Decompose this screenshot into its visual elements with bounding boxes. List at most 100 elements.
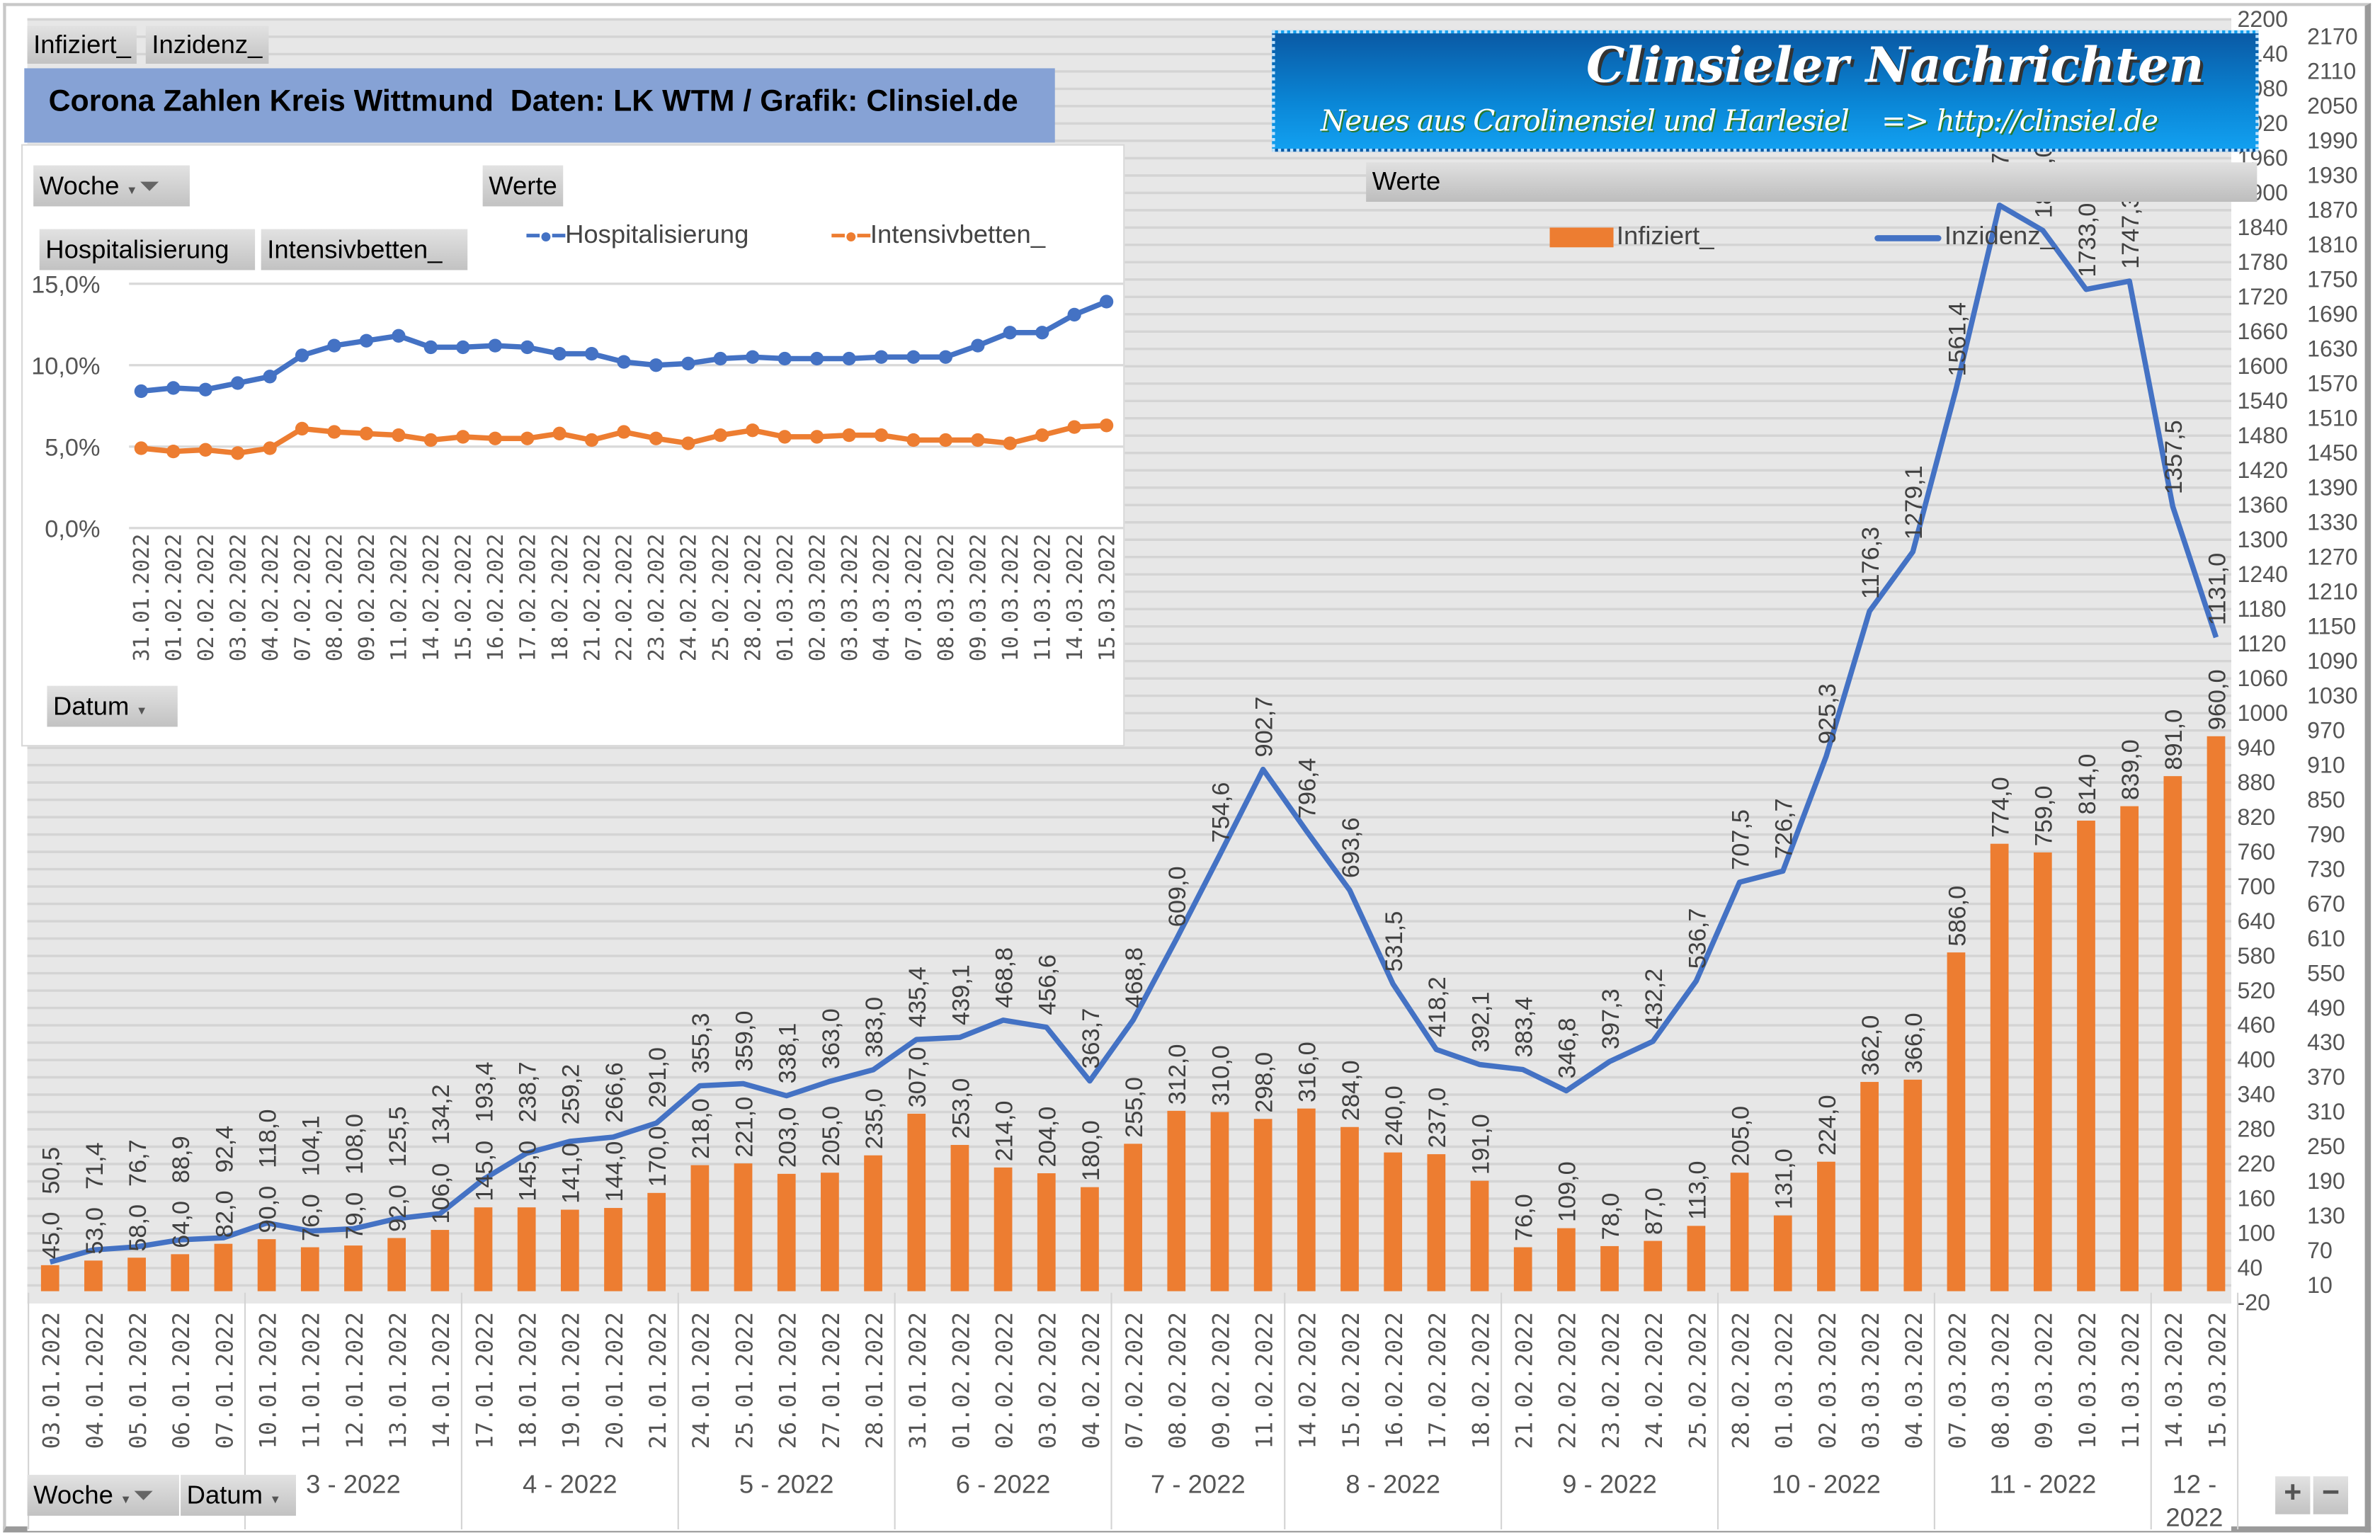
bar-infiziert	[821, 1173, 839, 1291]
bar-infiziert	[734, 1163, 753, 1291]
collapse-field-button[interactable]: −	[2313, 1476, 2348, 1515]
inset-legend-intensivbetten: ━●━Intensivbetten_	[832, 220, 1045, 251]
data-label-infiziert: 237,0	[1424, 1088, 1451, 1148]
data-label-inzidenz: 383,4	[1511, 997, 1538, 1058]
y-tick-label: 1750	[2307, 267, 2357, 292]
bar-infiziert	[387, 1238, 406, 1291]
inset-point-hospitalisierung	[423, 340, 438, 355]
inset-point-hospitalisierung	[392, 329, 406, 343]
data-label-infiziert: 87,0	[1641, 1187, 1668, 1235]
y-tick-label: 40	[2238, 1255, 2263, 1281]
filter-icon: ▾ ⏷	[128, 171, 160, 200]
button-label: Woche	[39, 171, 120, 200]
bar-infiziert	[84, 1260, 103, 1291]
data-label-inzidenz: 355,3	[688, 1013, 714, 1074]
inset-datum-button[interactable]: Datum ▾	[47, 685, 178, 727]
inset-point-intensivbetten	[617, 425, 631, 439]
field-button-inzidenz[interactable]: Inzidenz_	[145, 25, 268, 64]
x-tick-label: 26.01.2022	[775, 1312, 802, 1449]
y-tick-label: 1660	[2238, 319, 2288, 344]
y-tick-label: 1690	[2307, 302, 2357, 327]
inset-x-tick-label: 14.03.2022	[1063, 534, 1088, 662]
expand-field-button[interactable]: +	[2275, 1476, 2311, 1515]
data-label-inzidenz: 134,2	[428, 1084, 455, 1145]
y-tick-label: 1060	[2238, 666, 2288, 691]
inset-werte-button[interactable]: Werte	[482, 165, 564, 207]
bar-infiziert	[2077, 821, 2095, 1291]
inset-x-tick-label: 04.03.2022	[870, 534, 894, 662]
week-group-label: 6 - 2022	[956, 1470, 1051, 1499]
week-group-label: 8 - 2022	[1345, 1470, 1440, 1499]
inset-point-hospitalisierung	[681, 356, 695, 371]
x-tick-label: 09.02.2022	[1207, 1312, 1234, 1449]
bar-infiziert	[1773, 1215, 1792, 1291]
y-tick-label: 1600	[2238, 353, 2288, 379]
axis-strip	[27, 1292, 2231, 1304]
data-label-inzidenz: 707,5	[1727, 809, 1754, 870]
y-tick-label: 1480	[2238, 423, 2288, 448]
x-tick-label: 11.01.2022	[298, 1312, 325, 1449]
bar-infiziert	[604, 1208, 622, 1291]
inset-x-tick-label: 07.03.2022	[902, 534, 927, 662]
data-label-infiziert: 145,0	[471, 1141, 498, 1202]
inset-x-tick-label: 11.02.2022	[387, 534, 412, 662]
data-label-infiziert: 76,0	[298, 1194, 325, 1241]
woche-filter-button[interactable]: Woche ▾ ⏷	[27, 1474, 179, 1516]
data-label-inzidenz: 359,0	[731, 1011, 758, 1072]
y-tick-label: 1120	[2238, 631, 2287, 656]
inset-y-tick-label: 5,0%	[45, 435, 100, 462]
werte-field-label[interactable]: Werte	[1372, 166, 1441, 196]
data-label-infiziert: 759,0	[2031, 786, 2058, 847]
bar-infiziert	[344, 1245, 363, 1291]
data-label-inzidenz: 902,7	[1251, 697, 1278, 758]
bar-infiziert	[2120, 806, 2139, 1291]
inset-point-intensivbetten	[198, 443, 212, 457]
x-tick-label: 11.03.2022	[2117, 1312, 2144, 1449]
bar-infiziert	[517, 1207, 536, 1291]
y-tick-label: 130	[2307, 1203, 2345, 1228]
bar-infiziert	[127, 1257, 146, 1291]
bar-infiziert	[1340, 1127, 1359, 1291]
y-tick-label: 1240	[2238, 561, 2288, 587]
data-label-inzidenz: 1279,1	[1901, 465, 1928, 540]
werte-field-button[interactable]	[1366, 162, 2257, 203]
inset-woche-filter-button[interactable]: Woche ▾ ⏷	[33, 165, 190, 207]
inset-hospitalisierung-button[interactable]: Hospitalisierung	[39, 229, 256, 270]
category-axis-area	[27, 1303, 2231, 1532]
legend-label: Intensivbetten_	[870, 219, 1046, 249]
button-label: Woche	[33, 1481, 113, 1510]
data-label-inzidenz: 92,4	[211, 1126, 238, 1173]
inset-point-hospitalisierung	[488, 338, 502, 353]
y-tick-label: 820	[2238, 804, 2276, 830]
week-group-label: 7 - 2022	[1151, 1470, 1246, 1499]
y-tick-label: 2170	[2307, 24, 2357, 50]
y-tick-label: 520	[2238, 978, 2276, 1003]
data-label-infiziert: 253,0	[947, 1078, 974, 1139]
y-tick-label: 1420	[2238, 457, 2288, 483]
inset-intensivbetten-button[interactable]: Intensivbetten_	[261, 229, 468, 270]
data-label-inzidenz: 76,7	[125, 1139, 152, 1187]
datum-button[interactable]: Datum ▾	[181, 1474, 296, 1516]
data-label-infiziert: 79,0	[341, 1192, 368, 1240]
field-button-infiziert[interactable]: Infiziert_	[27, 25, 137, 64]
bar-infiziert	[560, 1209, 579, 1291]
bar-infiziert	[690, 1165, 710, 1291]
week-group-label: 3 - 2022	[306, 1470, 401, 1499]
data-label-infiziert: 891,0	[2160, 709, 2187, 770]
inset-x-tick-label: 16.02.2022	[484, 534, 508, 662]
inset-x-tick-label: 07.02.2022	[290, 534, 315, 662]
x-tick-label: 09.03.2022	[2031, 1312, 2058, 1449]
data-label-inzidenz: 50,5	[38, 1147, 65, 1194]
data-label-inzidenz: 291,0	[644, 1047, 671, 1108]
y-tick-label: 1780	[2238, 249, 2288, 275]
bar-infiziert	[171, 1254, 190, 1291]
inset-point-intensivbetten	[520, 431, 535, 445]
y-tick-label: 550	[2307, 960, 2345, 986]
y-tick-label: 610	[2307, 925, 2345, 951]
y-tick-label: 880	[2238, 770, 2276, 795]
bar-infiziert	[1600, 1245, 1619, 1291]
y-tick-label: 370	[2307, 1064, 2345, 1090]
x-tick-label: 03.01.2022	[38, 1312, 65, 1449]
inset-point-hospitalisierung	[552, 346, 566, 361]
y-tick-label: 490	[2307, 995, 2345, 1020]
